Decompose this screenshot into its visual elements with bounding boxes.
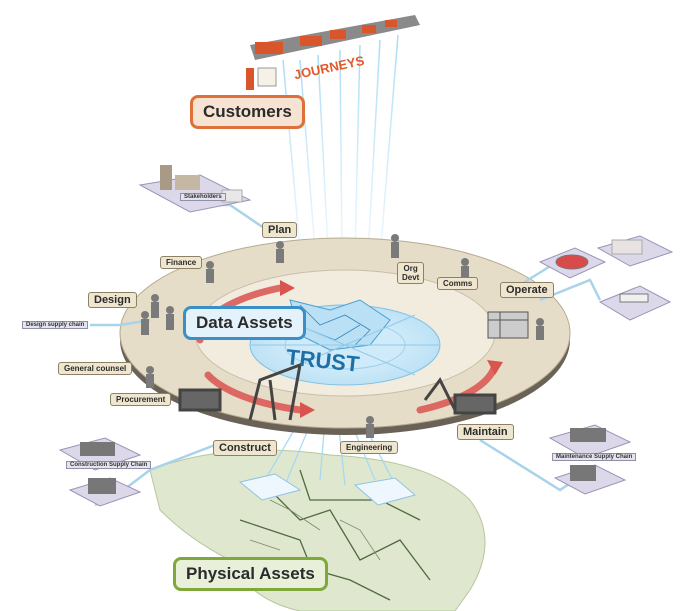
asset-tablets — [238, 473, 417, 506]
stage-operate: Operate — [500, 282, 554, 298]
operate-assets — [538, 235, 674, 321]
stakeholders-building — [138, 165, 252, 213]
stage-design: Design — [88, 292, 137, 308]
stage-construct: Construct — [213, 440, 277, 456]
data-assets-label: Data Assets — [183, 306, 306, 340]
function-procurement: Procurement — [110, 393, 172, 406]
function-finance: Finance — [160, 256, 203, 269]
supply-stakeholders: Stakeholders — [180, 193, 226, 201]
supply-design: Design supply chain — [22, 321, 89, 329]
physical-assets-label: Physical Assets — [173, 557, 328, 591]
construction-machinery — [178, 362, 497, 421]
function-comms: Comms — [437, 277, 479, 290]
customers-label: Customers — [190, 95, 305, 129]
arrow-heads — [280, 280, 503, 418]
journey-road — [246, 15, 420, 90]
function-general-counsel: General counsel — [58, 362, 133, 375]
supply-construction: Construction Supply Chain — [66, 461, 152, 469]
supply-maintenance: Maintenance Supply Chain — [552, 453, 637, 461]
function-engineering: Engineering — [340, 441, 399, 454]
maintenance-supply-assets — [548, 424, 632, 495]
org-devt-text: Org Devt — [402, 264, 420, 282]
stage-plan: Plan — [262, 222, 298, 238]
stage-maintain: Maintain — [457, 424, 514, 440]
function-org-devt: Org Devt — [397, 262, 425, 284]
construction-supply-assets — [58, 437, 142, 507]
operate-station — [487, 311, 529, 339]
journey-beams — [282, 34, 399, 259]
journeys-text: JOURNEYS — [293, 53, 366, 83]
people-figures — [141, 234, 544, 438]
